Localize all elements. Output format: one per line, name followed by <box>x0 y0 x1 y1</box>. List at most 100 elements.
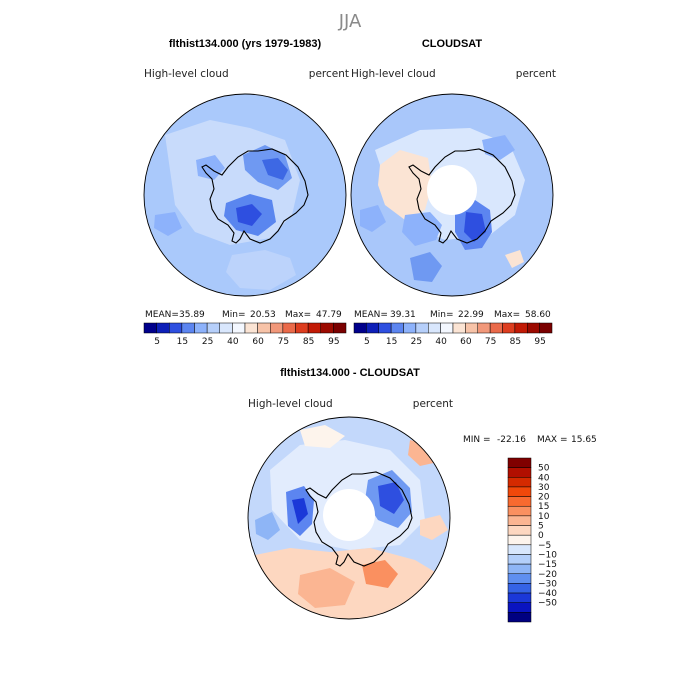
panel-1-left-label: High-level cloud <box>144 68 229 80</box>
colorbar-tick-label: −5 <box>538 541 551 551</box>
colorbar-swatch <box>507 505 532 517</box>
colorbar-swatch <box>257 322 271 334</box>
colorbar-swatch <box>507 477 532 488</box>
panel-1-max: 47.79 <box>316 310 342 320</box>
panel-2-min: 22.99 <box>458 310 484 320</box>
colorbar-swatch <box>452 322 466 334</box>
colorbar-tick-label: 15 <box>177 337 188 347</box>
colorbar-tick-label: 85 <box>510 337 521 347</box>
panel-3-map-border <box>247 416 451 620</box>
colorbar-swatch <box>507 467 532 478</box>
colorbar-swatch <box>320 322 334 334</box>
colorbar-swatch <box>270 322 284 334</box>
panel-2-mean: 39.31 <box>390 310 416 320</box>
panel-3-title: flthist134.000 - CLOUDSAT <box>280 367 420 379</box>
colorbar-tick-label: 60 <box>252 337 264 347</box>
colorbar-tick-label: 40 <box>435 337 447 347</box>
colorbar-swatch <box>378 322 392 334</box>
panel-3-min: -22.16 <box>497 435 526 445</box>
panel-3-contour <box>255 512 280 540</box>
colorbar-swatch <box>143 322 157 334</box>
colorbar-swatch <box>507 563 532 575</box>
colorbar-swatch <box>428 322 441 334</box>
colorbar-tick-label: 75 <box>278 337 289 347</box>
colorbar-swatch <box>507 573 532 584</box>
panel-3-contour <box>362 560 398 588</box>
panel-3-max: 15.65 <box>571 435 597 445</box>
colorbar-tick-label: 85 <box>303 337 314 347</box>
colorbar-swatch <box>539 322 553 334</box>
colorbar-tick-label: −30 <box>538 579 557 589</box>
panel-2-contour <box>464 212 486 242</box>
panel-2-contour <box>410 252 442 282</box>
panel-1-colorbar: 5 15 25 40 60 75 85 95 <box>143 322 347 347</box>
colorbar-swatch <box>440 322 454 334</box>
colorbar-swatch <box>333 322 347 334</box>
panel-1-contour <box>236 204 262 226</box>
colorbar-swatch <box>219 322 233 334</box>
panel-2-min-label: Min= <box>430 310 454 320</box>
panel-obs: CLOUDSAT High-level cloud percent MEAN= … <box>350 38 556 347</box>
colorbar-swatch <box>507 486 532 497</box>
colorbar-swatch <box>181 322 195 334</box>
colorbar-swatch <box>507 583 532 594</box>
panel-1-title: flthist134.000 (yrs 1979-1983) <box>169 38 322 50</box>
colorbar-swatch <box>366 322 380 334</box>
panel-model: flthist134.000 (yrs 1979-1983) High-leve… <box>143 38 349 347</box>
colorbar-tick-label: −50 <box>538 599 557 609</box>
colorbar-swatch <box>507 544 532 555</box>
colorbar-tick-label: 0 <box>538 531 544 541</box>
colorbar-swatch <box>282 322 296 334</box>
colorbar-swatch <box>507 612 532 623</box>
panel-3-left-label: High-level cloud <box>248 398 333 410</box>
panel-2-contour <box>360 205 386 232</box>
panel-1-mean: 35.89 <box>179 310 205 320</box>
colorbar-swatch <box>502 322 516 334</box>
panel-2-max: 58.60 <box>525 310 551 320</box>
panel-3-min-label: MIN = <box>463 435 491 445</box>
colorbar-swatch <box>507 525 532 536</box>
colorbar-tick-label: 5 <box>154 337 160 347</box>
colorbar-swatch <box>244 322 258 334</box>
panel-2-contour <box>505 250 524 268</box>
panel-1-contour <box>154 212 182 236</box>
panel-1-contour <box>196 155 225 180</box>
panel-1-units: percent <box>309 68 349 80</box>
panel-2-map-border <box>350 93 554 297</box>
colorbar-tick-label: 95 <box>328 337 339 347</box>
colorbar-tick-label: 25 <box>411 337 422 347</box>
colorbar-swatch <box>507 592 532 603</box>
panel-3-contour <box>420 515 448 540</box>
colorbar-swatch <box>232 322 246 334</box>
colorbar-swatch <box>489 322 503 334</box>
panel-3-contour <box>298 568 355 608</box>
panel-1-map-border <box>143 93 347 297</box>
colorbar-tick-label: 60 <box>460 337 472 347</box>
colorbar-swatch <box>353 322 367 334</box>
colorbar-swatch <box>477 322 491 334</box>
colorbar-swatch <box>507 496 532 507</box>
colorbar-swatch <box>194 322 208 334</box>
colorbar-tick-label: 95 <box>534 337 545 347</box>
colorbar-swatch <box>403 322 417 334</box>
panel-3-contour <box>292 498 308 524</box>
panel-1-contours <box>154 120 300 290</box>
colorbar-tick-label: 25 <box>202 337 213 347</box>
panel-1-max-label: Max= <box>285 310 311 320</box>
colorbar-swatch <box>206 322 221 334</box>
panel-2-map <box>351 94 553 296</box>
panel-3-max-label: MAX = <box>537 435 568 445</box>
panel-1-map <box>144 94 346 296</box>
colorbar-swatch <box>169 322 183 334</box>
colorbar-swatch <box>507 515 532 526</box>
panel-2-max-label: Max= <box>494 310 520 320</box>
colorbar-swatch <box>507 457 532 468</box>
colorbar-tick-label: −20 <box>538 570 557 580</box>
panel-1-min-label: Min= <box>222 310 246 320</box>
colorbar-swatch <box>465 322 479 334</box>
colorbar-swatch <box>307 322 322 334</box>
panel-2-contours <box>360 128 525 282</box>
colorbar-tick-label: 30 <box>538 483 550 493</box>
colorbar-tick-label: 15 <box>538 502 549 512</box>
